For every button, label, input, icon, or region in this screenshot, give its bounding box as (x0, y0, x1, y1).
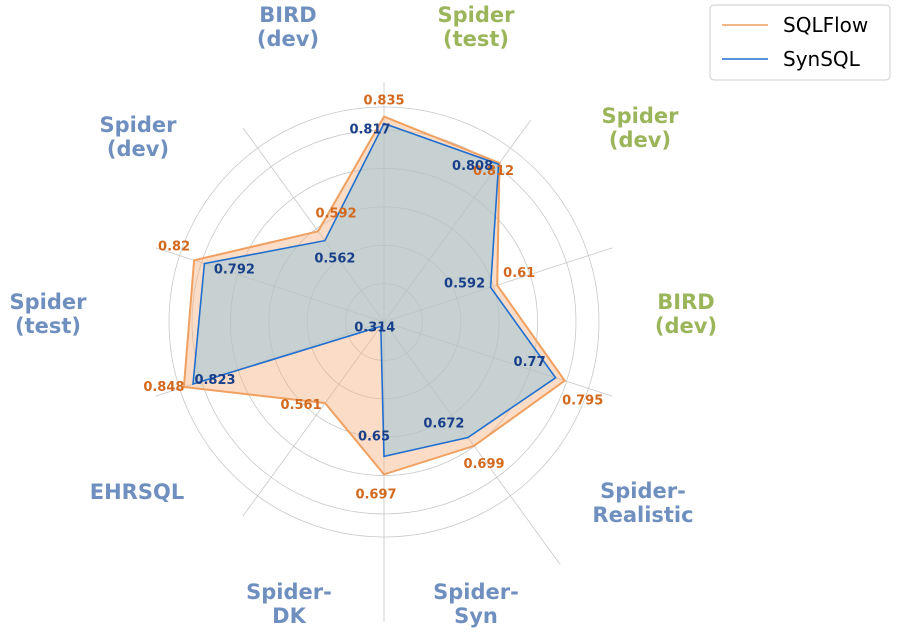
value-label-sqlflow: 0.61 (503, 266, 535, 281)
radar-series (182, 115, 567, 476)
value-label-sqlflow: 0.592 (316, 206, 357, 221)
value-label-synsql: 0.823 (194, 373, 235, 388)
axis-spoke (242, 321, 385, 517)
axis-label: Spider (test) (438, 3, 516, 51)
axis-label-line: Spider- (246, 580, 332, 604)
value-label-synsql: 0.77 (514, 355, 546, 370)
value-label-sqlflow: 0.835 (363, 94, 404, 109)
legend: SQLFlow SynSQL (709, 4, 891, 81)
value-label-sqlflow: 0.699 (463, 457, 504, 472)
axis-label-line: Spider- (433, 580, 519, 604)
axis-label: Spider (dev) (602, 104, 680, 152)
value-label-synsql: 0.792 (214, 263, 255, 278)
value-labels: 0.835 0.812 0.61 0.795 0.699 0.697 0.561 0.848 0… (143, 94, 603, 503)
axis-label-line: Syn (454, 604, 498, 628)
value-label-synsql: 0.562 (314, 252, 355, 267)
axis-label-line: (test) (443, 27, 509, 51)
value-label-synsql: 0.672 (423, 417, 464, 432)
axis-label: Spider-Realistic (592, 479, 693, 527)
value-label-sqlflow: 0.795 (562, 394, 603, 409)
value-label-synsql: 0.808 (452, 159, 493, 174)
axis-label: Spider-DK (246, 580, 332, 628)
legend-label-sqlflow: SQLFlow (783, 13, 868, 37)
axis-label-line: EHRSQL (90, 480, 184, 504)
axis-label-line: (dev) (107, 137, 169, 161)
axis-label-line: (test) (15, 314, 81, 338)
value-label-sqlflow: 0.848 (143, 380, 184, 395)
value-label-sqlflow: 0.82 (158, 239, 190, 254)
axis-labels: Spider (test)Spider (dev)BIRD (dev)Spider-R… (10, 3, 718, 628)
axis-label-line: (dev) (609, 128, 671, 152)
value-label-sqlflow: 0.812 (473, 164, 514, 179)
legend-label-synsql: SynSQL (783, 47, 861, 71)
axis-label: Spider (test) (10, 290, 88, 338)
axis-label-line: Realistic (592, 503, 693, 527)
value-label-sqlflow: 0.697 (355, 487, 396, 502)
axis-label: BIRD (dev) (655, 290, 717, 338)
axis-label: EHRSQL (90, 480, 184, 504)
axis-label-line: (dev) (257, 27, 319, 51)
value-label-synsql: 0.817 (349, 123, 390, 138)
axis-label: BIRD (dev) (257, 3, 319, 51)
value-label-sqlflow: 0.561 (281, 398, 322, 413)
axis-label-line: Spider- (600, 479, 686, 503)
axis-label-line: Spider (100, 113, 178, 137)
axis-label-line: Spider (10, 290, 88, 314)
axis-label-line: Spider (602, 104, 680, 128)
value-label-synsql: 0.314 (354, 320, 395, 335)
value-label-synsql: 0.592 (444, 276, 485, 291)
value-label-synsql: 0.65 (358, 429, 390, 444)
legend-box (709, 4, 891, 81)
axis-label-line: BIRD (657, 290, 714, 314)
axis-label-line: DK (272, 604, 306, 628)
axis-label-line: Spider (438, 3, 516, 27)
axis-label: Spider-Syn (433, 580, 519, 628)
axis-label: Spider (dev) (100, 113, 178, 161)
axis-label-line: (dev) (655, 314, 717, 338)
axis-label-line: BIRD (259, 3, 316, 27)
